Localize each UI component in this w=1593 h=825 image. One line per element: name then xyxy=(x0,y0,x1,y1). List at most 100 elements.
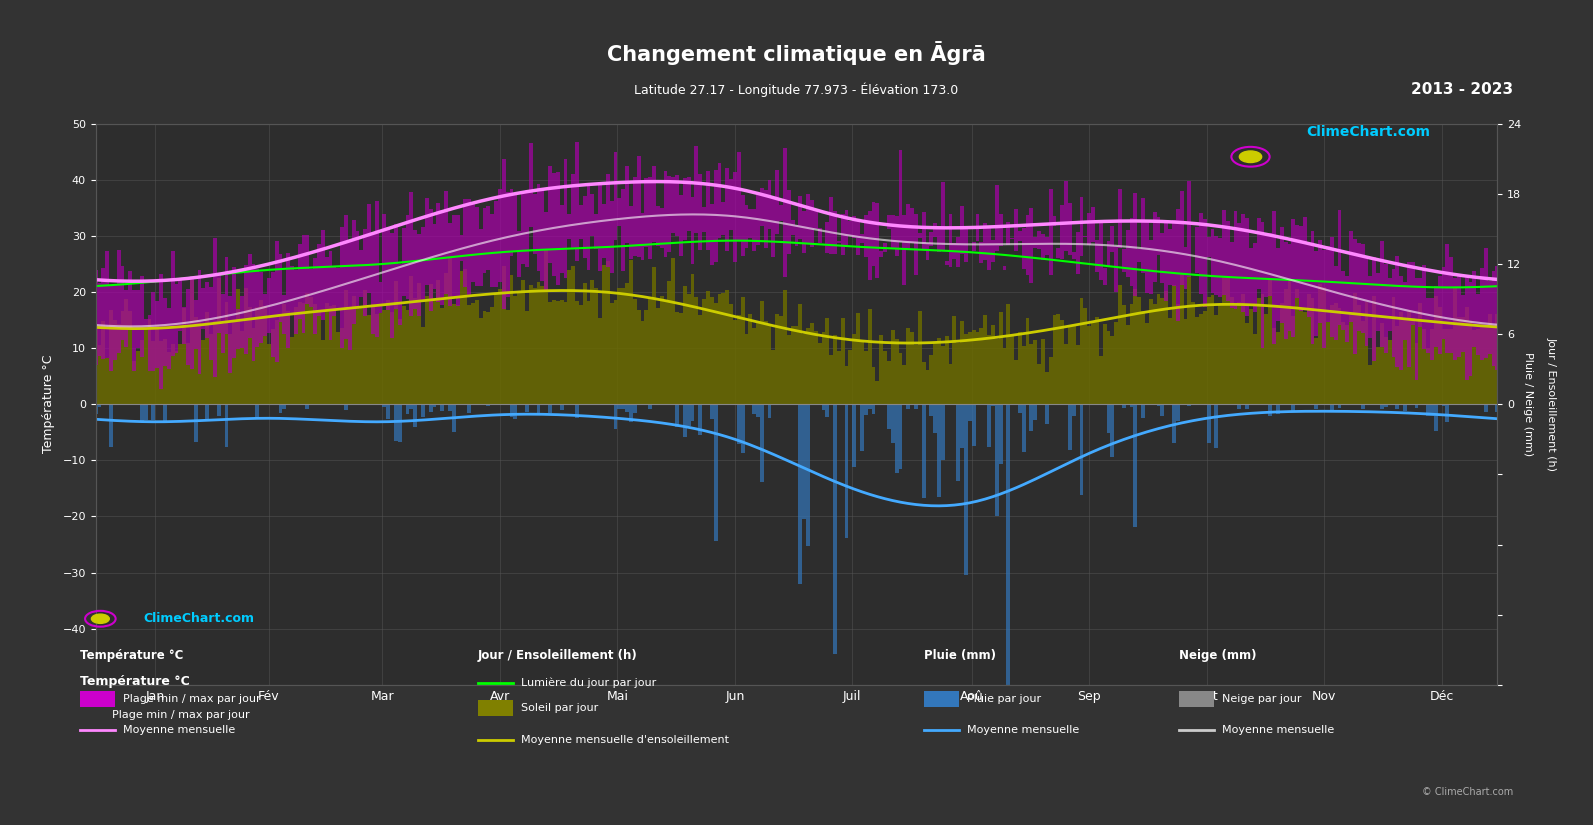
Bar xyxy=(472,203,475,282)
Text: Jour / Ensoleillement (h): Jour / Ensoleillement (h) xyxy=(478,649,637,662)
Bar xyxy=(260,271,263,342)
Bar xyxy=(1453,287,1458,404)
Bar xyxy=(779,205,784,221)
Bar xyxy=(425,295,429,404)
Bar xyxy=(135,290,140,348)
Bar xyxy=(1388,279,1392,332)
Bar xyxy=(714,303,717,404)
Bar xyxy=(467,305,472,404)
Bar xyxy=(290,266,295,315)
Bar xyxy=(1048,189,1053,276)
Bar xyxy=(1450,329,1453,404)
Bar xyxy=(1176,304,1180,404)
Bar xyxy=(1219,305,1222,404)
Bar xyxy=(1306,294,1311,404)
Bar xyxy=(752,328,757,404)
Bar xyxy=(1311,231,1314,344)
Bar xyxy=(806,328,809,404)
Bar xyxy=(961,321,964,404)
Bar xyxy=(1415,278,1418,380)
Bar xyxy=(876,380,879,404)
Bar xyxy=(121,266,124,340)
Bar xyxy=(1045,237,1048,256)
Bar xyxy=(295,271,298,334)
Bar xyxy=(687,177,691,231)
Bar xyxy=(1083,308,1088,404)
Bar xyxy=(1325,404,1330,405)
Bar xyxy=(929,233,933,246)
Bar xyxy=(703,299,706,404)
Bar xyxy=(393,281,398,404)
Bar xyxy=(1145,323,1149,404)
Bar xyxy=(97,404,102,407)
Bar xyxy=(648,299,652,404)
Bar xyxy=(629,206,632,259)
Bar xyxy=(475,206,479,285)
Bar xyxy=(1314,252,1319,337)
Bar xyxy=(1222,210,1227,295)
Bar xyxy=(1403,404,1407,411)
Bar xyxy=(1246,323,1249,404)
Text: Température °C: Température °C xyxy=(80,675,190,688)
Bar xyxy=(803,404,806,519)
Bar xyxy=(1480,268,1485,361)
Bar xyxy=(817,228,822,243)
Text: Moyenne mensuelle: Moyenne mensuelle xyxy=(123,725,234,735)
Bar xyxy=(151,404,155,420)
Bar xyxy=(591,280,594,404)
Bar xyxy=(961,206,964,254)
Bar xyxy=(1214,404,1219,448)
Bar xyxy=(545,249,548,404)
Bar xyxy=(1149,299,1153,404)
Bar xyxy=(698,314,703,404)
Bar xyxy=(656,206,660,247)
Bar xyxy=(1372,257,1376,361)
Bar xyxy=(1496,266,1499,370)
Bar xyxy=(1496,314,1499,404)
Bar xyxy=(1265,235,1268,297)
Bar xyxy=(1434,404,1438,431)
Bar xyxy=(1153,212,1157,282)
Bar xyxy=(1257,298,1260,404)
Bar xyxy=(344,290,347,404)
Bar xyxy=(1233,211,1238,309)
Bar xyxy=(159,275,162,389)
Bar xyxy=(757,195,760,245)
Bar xyxy=(564,302,567,404)
Bar xyxy=(526,404,529,412)
Bar xyxy=(1322,286,1325,404)
Bar xyxy=(401,228,406,296)
Bar xyxy=(578,305,583,404)
Bar xyxy=(926,370,929,404)
Bar xyxy=(738,404,741,444)
Bar xyxy=(151,292,155,371)
Bar xyxy=(640,321,645,404)
Bar xyxy=(671,258,675,404)
Bar xyxy=(776,170,779,233)
Bar xyxy=(1195,227,1200,273)
Text: Soleil par jour: Soleil par jour xyxy=(521,703,597,713)
Bar xyxy=(817,343,822,404)
Bar xyxy=(910,332,914,404)
Bar xyxy=(887,214,890,229)
Bar xyxy=(1203,219,1206,307)
Bar xyxy=(529,143,532,228)
Bar xyxy=(306,235,309,304)
Text: Moyenne mensuelle: Moyenne mensuelle xyxy=(1222,725,1333,735)
Bar xyxy=(564,159,567,278)
Bar xyxy=(433,224,436,289)
Bar xyxy=(379,313,382,404)
Bar xyxy=(844,404,849,538)
Bar xyxy=(1238,224,1241,304)
Bar xyxy=(1241,214,1246,312)
Bar xyxy=(849,350,852,404)
Bar xyxy=(733,172,738,262)
Y-axis label: Température °C: Température °C xyxy=(43,355,56,454)
Bar xyxy=(1306,243,1311,317)
Bar xyxy=(170,343,175,404)
Bar xyxy=(320,340,325,404)
Bar xyxy=(444,273,448,404)
Bar xyxy=(852,216,855,238)
Bar xyxy=(1464,307,1469,404)
Bar xyxy=(597,404,602,405)
